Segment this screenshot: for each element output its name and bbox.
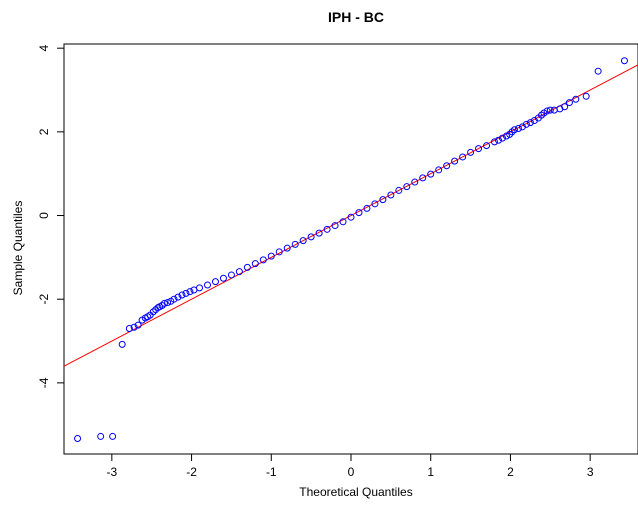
x-tick-label: 1 bbox=[427, 465, 434, 479]
data-point bbox=[74, 435, 82, 443]
data-point bbox=[435, 166, 443, 174]
data-point bbox=[363, 204, 371, 212]
data-point bbox=[514, 125, 522, 133]
data-point bbox=[419, 174, 427, 182]
data-point bbox=[371, 200, 379, 208]
y-tick-label: 4 bbox=[37, 45, 51, 52]
data-point bbox=[451, 157, 459, 165]
data-point bbox=[130, 323, 138, 331]
data-point bbox=[538, 111, 546, 119]
data-point bbox=[291, 240, 299, 248]
x-tick-label: 0 bbox=[348, 465, 355, 479]
data-point bbox=[235, 268, 243, 276]
data-point bbox=[387, 191, 395, 199]
data-point bbox=[251, 260, 259, 268]
data-point bbox=[483, 142, 491, 150]
data-point bbox=[443, 162, 451, 170]
data-point bbox=[160, 299, 168, 307]
data-point bbox=[594, 67, 602, 75]
data-points bbox=[74, 57, 628, 443]
x-axis-label: Theoretical Quantiles bbox=[299, 485, 412, 499]
data-point bbox=[158, 301, 166, 309]
data-point bbox=[543, 107, 551, 115]
data-point bbox=[149, 308, 157, 316]
data-point bbox=[498, 134, 506, 142]
y-axis: -4 -2 0 2 4 bbox=[37, 45, 64, 388]
data-point bbox=[467, 148, 475, 156]
data-point bbox=[174, 293, 182, 301]
data-point bbox=[134, 321, 142, 329]
y-tick-label: -2 bbox=[37, 294, 51, 305]
data-point bbox=[331, 222, 339, 230]
data-point bbox=[339, 218, 347, 226]
data-point bbox=[403, 183, 411, 191]
data-point bbox=[379, 196, 387, 204]
data-point bbox=[182, 289, 190, 297]
data-point bbox=[307, 233, 315, 241]
data-point bbox=[164, 299, 172, 307]
data-point bbox=[109, 432, 117, 440]
data-point bbox=[491, 138, 498, 146]
x-tick-label: 3 bbox=[587, 465, 594, 479]
data-point bbox=[494, 136, 502, 144]
data-point bbox=[227, 271, 235, 279]
data-point bbox=[259, 256, 267, 264]
data-point bbox=[299, 237, 307, 245]
data-point bbox=[411, 178, 419, 186]
data-point bbox=[475, 145, 483, 153]
data-point bbox=[620, 57, 628, 65]
y-tick-label: 0 bbox=[37, 212, 51, 219]
data-point bbox=[459, 153, 467, 161]
data-point bbox=[267, 252, 275, 260]
data-point bbox=[572, 95, 580, 103]
chart-title: IPH - BC bbox=[328, 9, 384, 25]
y-tick-label: -4 bbox=[37, 377, 51, 388]
data-point bbox=[510, 126, 518, 134]
x-axis: -3 -2 -1 0 1 2 3 bbox=[106, 454, 594, 479]
data-point bbox=[323, 225, 331, 233]
data-point bbox=[522, 120, 530, 128]
plot-frame bbox=[63, 43, 638, 455]
data-point bbox=[546, 106, 554, 114]
data-point bbox=[118, 340, 126, 348]
data-point bbox=[243, 263, 251, 271]
data-point bbox=[582, 92, 590, 100]
x-tick-label: -3 bbox=[106, 465, 117, 479]
data-point bbox=[97, 432, 105, 440]
data-point bbox=[355, 209, 363, 217]
data-point bbox=[561, 103, 569, 111]
data-point bbox=[283, 244, 291, 252]
data-point bbox=[565, 99, 573, 107]
data-point bbox=[395, 186, 403, 194]
data-point bbox=[186, 288, 194, 296]
x-tick-label: -2 bbox=[186, 465, 197, 479]
data-point bbox=[508, 128, 516, 136]
reference-line bbox=[64, 64, 638, 367]
x-tick-label: -1 bbox=[266, 465, 277, 479]
data-point bbox=[204, 281, 211, 289]
data-point bbox=[526, 119, 534, 127]
data-point bbox=[427, 170, 435, 178]
data-point bbox=[347, 213, 355, 221]
data-point bbox=[275, 248, 283, 256]
y-tick-label: 2 bbox=[37, 128, 51, 135]
data-point bbox=[315, 229, 323, 237]
data-point bbox=[178, 291, 186, 299]
x-tick-label: 2 bbox=[507, 465, 514, 479]
data-point bbox=[211, 278, 219, 286]
data-point bbox=[219, 274, 227, 282]
data-point bbox=[125, 324, 133, 332]
data-point bbox=[170, 295, 178, 303]
data-point bbox=[196, 284, 204, 292]
y-axis-label: Sample Quantiles bbox=[11, 201, 25, 296]
